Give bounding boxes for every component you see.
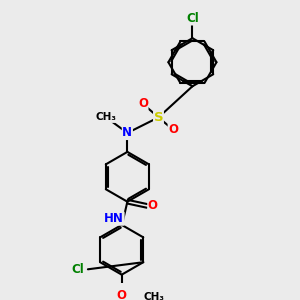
Text: HN: HN [104, 212, 124, 225]
Text: N: N [122, 127, 132, 140]
Text: O: O [117, 290, 127, 300]
Text: CH₃: CH₃ [143, 292, 164, 300]
Text: O: O [168, 123, 178, 136]
Text: O: O [138, 97, 148, 110]
Text: S: S [154, 111, 163, 124]
Text: Cl: Cl [186, 12, 199, 25]
Text: CH₃: CH₃ [96, 112, 117, 122]
Text: O: O [148, 200, 158, 212]
Text: Cl: Cl [72, 263, 85, 276]
